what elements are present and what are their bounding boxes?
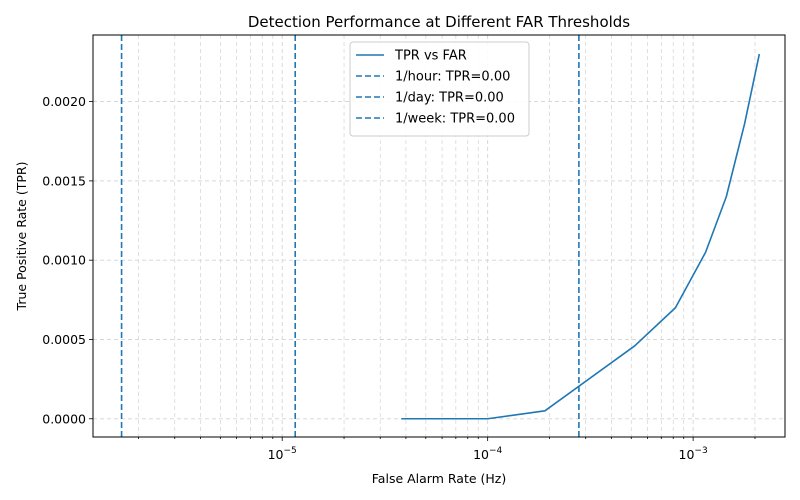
x-tick-label: 10−4 bbox=[473, 446, 502, 462]
plot-area bbox=[120, 35, 761, 437]
y-tick-label: 0.0020 bbox=[42, 94, 86, 109]
legend-label: 1/week: TPR=0.00 bbox=[395, 112, 515, 127]
y-axis-label: True Positive Rate (TPR) bbox=[14, 162, 29, 312]
y-tick-label: 0.0005 bbox=[42, 332, 86, 347]
y-tick-label: 0.0000 bbox=[42, 411, 86, 426]
legend-label: TPR vs FAR bbox=[394, 49, 467, 64]
series-line bbox=[401, 53, 761, 420]
legend-label: 1/day: TPR=0.00 bbox=[395, 91, 504, 106]
x-axis-label: False Alarm Rate (Hz) bbox=[372, 471, 506, 486]
legend: TPR vs FAR 1/hour: TPR=0.00 1/day: TPR=0.0… bbox=[349, 41, 530, 137]
chart-title: Detection Performance at Different FAR T… bbox=[248, 13, 630, 31]
y-tick-label: 0.0010 bbox=[42, 253, 86, 268]
legend-box bbox=[349, 41, 530, 137]
plot-frame bbox=[92, 34, 786, 438]
legend-label: 1/hour: TPR=0.00 bbox=[395, 70, 510, 85]
x-tick-label: 10−5 bbox=[268, 446, 297, 462]
x-tick-label: 10−3 bbox=[679, 446, 708, 462]
axis-ticks: 0.0000 0.0005 0.0010 0.0015 0.0020 10−5 10−4 10… bbox=[42, 94, 756, 462]
y-tick-label: 0.0015 bbox=[42, 173, 86, 188]
